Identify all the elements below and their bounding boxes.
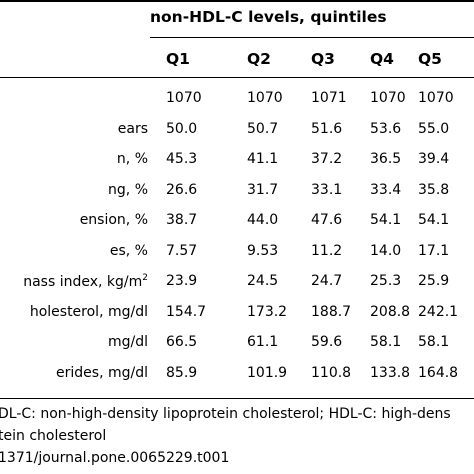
bottom-rule: [0, 398, 474, 399]
table-cell: 1070: [247, 90, 283, 106]
table-cell: 45.3: [166, 151, 198, 167]
table-cell: 66.5: [166, 334, 198, 350]
table-cell: 38.7: [166, 212, 198, 228]
table-cell: 37.2: [311, 151, 343, 167]
row-label: erides, mg/dl: [56, 365, 148, 381]
table-cell: 23.9: [166, 273, 198, 289]
row-label-text: nass index, kg/m: [23, 274, 143, 290]
table-cell: 36.5: [370, 151, 402, 167]
table-cell: 39.4: [418, 151, 450, 167]
row-label: ng, %: [108, 182, 148, 198]
footnote-abbreviations: DL-C: non-high-density lipoprotein chole…: [0, 406, 451, 422]
column-header: Q4: [370, 50, 394, 68]
row-label: es, %: [110, 243, 148, 259]
row-label-text: n, %: [116, 151, 148, 167]
table-cell: 51.6: [311, 121, 343, 137]
row-label: holesterol, mg/dl: [30, 304, 148, 320]
footnote-continuation: tein cholesterol: [0, 428, 107, 444]
row-label-text: erides, mg/dl: [56, 365, 148, 381]
table-cell: 1071: [311, 90, 347, 106]
table-cell: 61.1: [247, 334, 279, 350]
row-label-text: ension, %: [79, 212, 148, 228]
table-cell: 133.8: [370, 365, 411, 381]
table-cell: 24.7: [311, 273, 343, 289]
group-header: non-HDL-C levels, quintiles: [150, 8, 387, 26]
table-cell: 9.53: [247, 243, 279, 259]
table-cell: 25.9: [418, 273, 450, 289]
row-label: nass index, kg/m2: [23, 273, 148, 290]
column-header: Q2: [247, 50, 271, 68]
table-cell: 33.1: [311, 182, 343, 198]
row-label-text: es, %: [109, 243, 148, 259]
table-cell: 1070: [370, 90, 406, 106]
table-cell: 110.8: [311, 365, 352, 381]
table-cell: 35.8: [418, 182, 450, 198]
table-cell: 188.7: [311, 304, 352, 320]
group-header-rule: [150, 37, 474, 38]
table-cell: 1070: [166, 90, 202, 106]
table-cell: 58.1: [418, 334, 450, 350]
table-cell: 54.1: [370, 212, 402, 228]
table-cell: 33.4: [370, 182, 402, 198]
table-cell: 54.1: [418, 212, 450, 228]
table-cell: 11.2: [311, 243, 343, 259]
table-cell: 1070: [418, 90, 454, 106]
table-cell: 41.1: [247, 151, 279, 167]
table-cell: 85.9: [166, 365, 198, 381]
row-label-text: ng, %: [108, 182, 148, 198]
row-label: mg/dl: [108, 334, 148, 350]
doi-reference: 1371/journal.pone.0065229.t001: [0, 450, 230, 466]
row-label-text: holesterol, mg/dl: [29, 304, 148, 320]
row-label: n, %: [117, 151, 148, 167]
top-rule: [0, 0, 474, 2]
table-cell: 44.0: [247, 212, 279, 228]
header-rule: [0, 77, 474, 78]
table-cell: 59.6: [311, 334, 343, 350]
row-label-text: mg/dl: [107, 334, 148, 350]
table-cell: 58.1: [370, 334, 402, 350]
row-label: ension, %: [80, 212, 148, 228]
column-header: Q1: [166, 50, 190, 68]
row-label: ears: [118, 121, 148, 137]
table-cell: 53.6: [370, 121, 402, 137]
table-cell: 25.3: [370, 273, 402, 289]
table-cell: 164.8: [418, 365, 459, 381]
table-cell: 31.7: [247, 182, 279, 198]
table-cell: 17.1: [418, 243, 450, 259]
row-label-text: ears: [117, 121, 148, 137]
table-cell: 242.1: [418, 304, 459, 320]
table-cell: 208.8: [370, 304, 411, 320]
table-cell: 173.2: [247, 304, 288, 320]
table-cell: 101.9: [247, 365, 288, 381]
column-header: Q3: [311, 50, 335, 68]
table-cell: 47.6: [311, 212, 343, 228]
column-header: Q5: [418, 50, 442, 68]
table-cell: 154.7: [166, 304, 207, 320]
table-cell: 26.6: [166, 182, 198, 198]
table-cell: 7.57: [166, 243, 198, 259]
table-cell: 50.7: [247, 121, 279, 137]
table-cell: 14.0: [370, 243, 402, 259]
table-cell: 50.0: [166, 121, 198, 137]
table-cell: 24.5: [247, 273, 279, 289]
table-cell: 55.0: [418, 121, 450, 137]
row-label-superscript: 2: [142, 273, 148, 283]
